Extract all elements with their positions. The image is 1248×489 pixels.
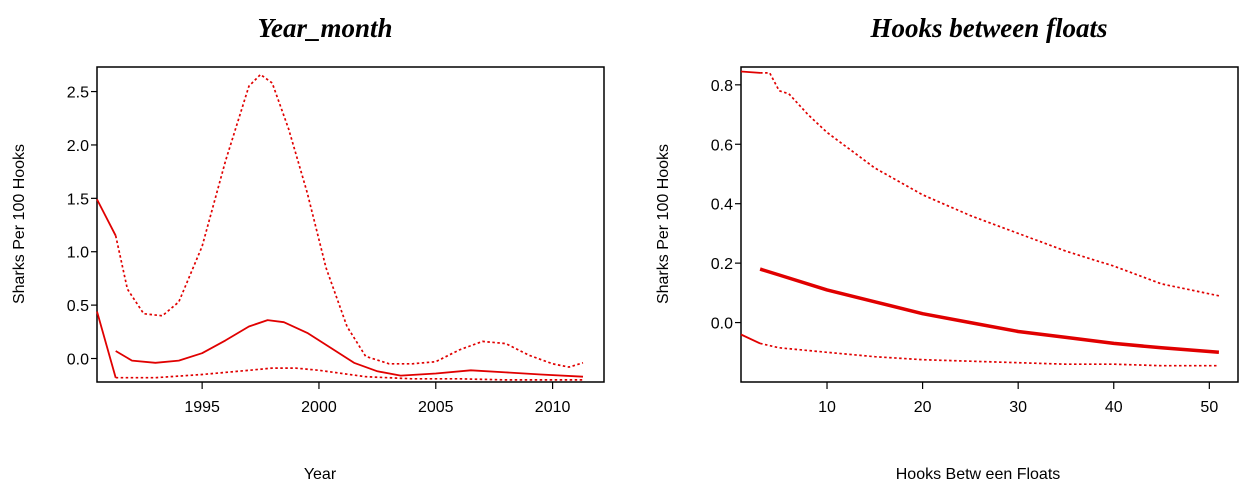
y-tick-label: 0.0	[711, 316, 733, 333]
y-tick-label: 0.4	[711, 197, 733, 214]
y-tick-label: 0.2	[711, 256, 733, 273]
x-tick-label: 20	[914, 399, 932, 416]
series-line-hooks-between-floats-5	[740, 333, 761, 345]
y-tick-label: 0.8	[711, 78, 733, 95]
y-tick-label: 0.0	[67, 352, 89, 369]
x-tick-label: 40	[1105, 399, 1123, 416]
series-line-hooks-between-floats-4	[740, 70, 761, 74]
x-tick-label: 2010	[535, 399, 571, 416]
series-line-year-month-4	[96, 198, 117, 237]
y-tick-label: 2.5	[67, 85, 89, 102]
ticks-year-month: 1995 2000 2005 2010 0.0 0.5 1.0 1.5 2.0 2.5	[67, 85, 571, 416]
x-tick-label: 50	[1200, 399, 1218, 416]
lines-year-month	[96, 73, 584, 381]
lines-hooks-between-floats	[740, 70, 1220, 367]
y-tick-label: 2.0	[67, 138, 89, 155]
x-axis-title-hooks-between-floats: Hooks Betw een Floats	[896, 466, 1061, 483]
ticks-hooks-between-floats: 10 20 30 40 50 0.0 0.2 0.4 0.6 0.8	[711, 78, 1219, 416]
chart-title-hooks-between-floats: Hooks between floats	[870, 13, 1108, 43]
x-axis-title-year-month: Year	[304, 466, 337, 483]
y-tick-label: 0.6	[711, 137, 733, 154]
y-tick-label: 0.5	[67, 298, 89, 315]
y-axis-title-hooks-between-floats: Sharks Per 100 Hooks	[655, 144, 672, 304]
plot-frame-year-month	[96, 66, 605, 383]
panel-hooks-between-floats: Hooks between floats Hooks Betw een Floa…	[655, 13, 1239, 483]
plot-frame-hooks-between-floats	[740, 66, 1239, 383]
series-line-hooks-between-floats-3	[759, 342, 1219, 367]
series-line-hooks-between-floats-2	[760, 72, 1220, 297]
chart-title-year-month: Year_month	[257, 13, 392, 43]
x-tick-label: 2000	[301, 399, 337, 416]
series-line-year-month-1	[115, 319, 584, 378]
x-tick-label: 30	[1009, 399, 1027, 416]
y-axis-title-year-month: Sharks Per 100 Hooks	[11, 144, 28, 304]
y-tick-label: 1.0	[67, 245, 89, 262]
series-line-year-month-2	[114, 73, 584, 368]
x-tick-label: 1995	[184, 399, 220, 416]
series-line-year-month-5	[96, 311, 117, 378]
series-line-year-month-3	[115, 367, 583, 381]
x-tick-label: 2005	[418, 399, 454, 416]
panel-year-month: Year_month Year Sharks Per 100 Hooks 199…	[11, 13, 605, 483]
y-tick-label: 1.5	[67, 191, 89, 208]
series-line-hooks-between-floats-1	[759, 267, 1220, 355]
x-tick-label: 10	[818, 399, 836, 416]
